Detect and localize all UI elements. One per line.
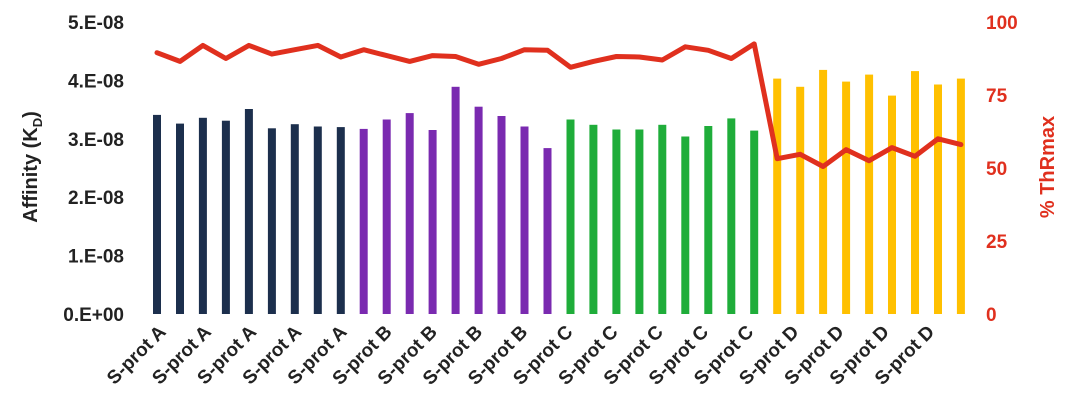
bar-s-prot-a-5 [244,109,253,314]
bar-s-prot-a-6 [267,128,276,314]
right-axis-title: % ThRmax [1037,116,1059,218]
bar-s-prot-d-1 [773,78,782,314]
bar-s-prot-d-4 [842,81,851,314]
bar-s-prot-c-6 [681,136,690,314]
left-axis-ticks: 0.E+00 1.E-08 2.E-08 3.E-08 4.E-08 5.E-08 [63,13,124,326]
bar-s-prot-b-5 [451,86,460,314]
left-axis-title-main: Affinity (K [20,127,42,223]
left-tick-label: 4.E-08 [68,71,124,92]
left-axis-title-subscript: D [30,118,45,127]
bar-s-prot-a-7 [290,124,299,314]
bar-s-prot-d-5 [865,74,874,314]
bar-s-prot-c-4 [635,129,644,314]
bar-s-prot-b-7 [497,116,506,314]
thrmax-line [154,41,964,169]
right-axis-ticks: 0 25 50 75 100 [986,13,1018,326]
bar-s-prot-c-9 [750,130,759,314]
right-tick-label: 50 [986,159,1007,180]
line-layer [154,41,964,169]
bar-s-prot-a-4 [221,120,230,314]
bar-s-prot-b-2 [382,119,391,314]
bar-s-prot-b-4 [428,130,437,314]
bar-s-prot-b-9 [543,148,552,314]
bar-s-prot-d-7 [911,71,919,314]
bar-s-prot-c-5 [658,124,667,314]
left-axis-title: Affinity (KD) [20,111,45,223]
bar-s-prot-b-6 [474,106,483,314]
bar-s-prot-d-8 [934,84,942,314]
left-tick-label: 0.E+00 [63,305,124,326]
x-axis-category-labels: S-prot AS-prot AS-prot AS-prot AS-prot A… [103,321,939,389]
bar-s-prot-c-7 [704,126,713,314]
bar-s-prot-d-6 [888,95,896,314]
right-tick-label: 100 [986,13,1018,34]
bar-s-prot-b-8 [520,126,529,314]
right-tick-label: 25 [986,232,1008,253]
bar-s-prot-a-3 [198,117,207,314]
bar-s-prot-c-2 [589,124,598,314]
left-tick-label: 1.E-08 [68,247,124,268]
left-tick-label: 2.E-08 [68,188,124,209]
bars-layer [153,69,965,315]
right-tick-label: 75 [986,86,1008,107]
left-axis-title-close: ) [20,111,42,118]
bar-s-prot-c-1 [566,119,575,314]
left-tick-label: 5.E-08 [68,13,124,34]
bar-s-prot-d-2 [796,86,805,314]
bar-s-prot-a-8 [313,126,322,314]
bar-s-prot-a-1 [153,114,161,315]
bar-s-prot-c-3 [612,129,621,314]
bar-s-prot-a-9 [336,127,345,314]
bar-s-prot-d-3 [819,69,828,315]
right-tick-label: 0 [986,305,997,326]
bar-s-prot-b-3 [405,113,414,314]
bar-s-prot-d-9 [956,78,965,314]
bar-s-prot-a-2 [176,123,184,314]
bar-s-prot-b-1 [359,128,368,314]
bar-s-prot-c-8 [727,118,736,315]
left-tick-label: 3.E-08 [68,130,124,151]
